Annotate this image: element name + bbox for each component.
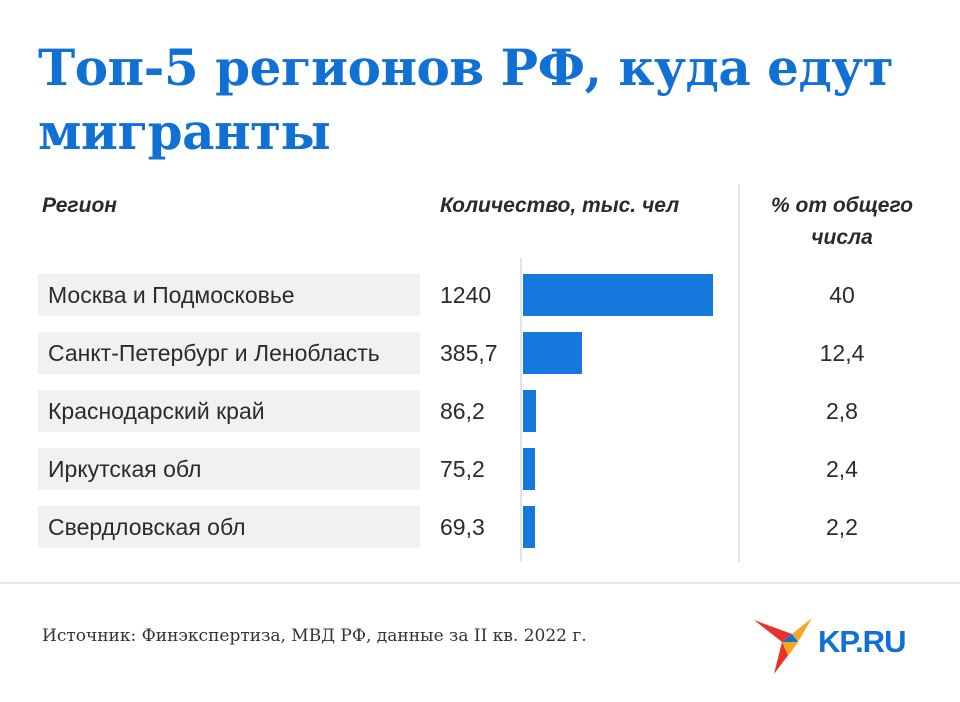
percent-label: 2,2 bbox=[826, 514, 858, 540]
percent-label: 40 bbox=[829, 282, 855, 308]
percent-label: 2,4 bbox=[826, 456, 858, 482]
bar bbox=[523, 506, 535, 548]
column-divider bbox=[738, 184, 740, 562]
source-note: Источник: Финэкспертиза, МВД РФ, данные … bbox=[42, 626, 587, 646]
region-label: Краснодарский край bbox=[38, 390, 420, 432]
chart-title: Топ-5 регионов РФ, куда едут мигранты bbox=[38, 38, 894, 161]
footer-divider bbox=[0, 582, 960, 584]
percent-label: 2,8 bbox=[826, 398, 858, 424]
value-label: 1240 bbox=[440, 282, 492, 308]
percent-label: 12,4 bbox=[819, 340, 865, 366]
column-header-region: Регион bbox=[42, 194, 117, 217]
table-row: Свердловская обл 69,3 2,2 bbox=[0, 506, 960, 548]
region-label: Иркутская обл bbox=[38, 448, 420, 490]
bar-axis-line bbox=[520, 258, 522, 562]
bar bbox=[523, 448, 535, 490]
column-header-quantity: Количество, тыс. чел bbox=[440, 194, 680, 217]
value-label: 75,2 bbox=[440, 456, 485, 482]
bar bbox=[523, 274, 713, 316]
bar bbox=[523, 390, 536, 432]
bird-logo-icon bbox=[754, 618, 812, 674]
kp-ru-logo: KP.RU bbox=[752, 612, 932, 676]
value-label: 385,7 bbox=[440, 340, 498, 366]
table-row: Москва и Подмосковье 1240 40 bbox=[0, 274, 960, 316]
column-header-percent: % от общего числа bbox=[771, 194, 913, 249]
logo-text: KP.RU bbox=[818, 624, 906, 659]
value-label: 86,2 bbox=[440, 398, 485, 424]
table-row: Краснодарский край 86,2 2,8 bbox=[0, 390, 960, 432]
region-label: Свердловская обл bbox=[38, 506, 420, 548]
region-label: Москва и Подмосковье bbox=[38, 274, 420, 316]
bar bbox=[523, 332, 582, 374]
table-row: Санкт-Петербург и Ленобласть 385,7 12,4 bbox=[0, 332, 960, 374]
table-row: Иркутская обл 75,2 2,4 bbox=[0, 448, 960, 490]
region-label: Санкт-Петербург и Ленобласть bbox=[38, 332, 420, 374]
value-label: 69,3 bbox=[440, 514, 485, 540]
